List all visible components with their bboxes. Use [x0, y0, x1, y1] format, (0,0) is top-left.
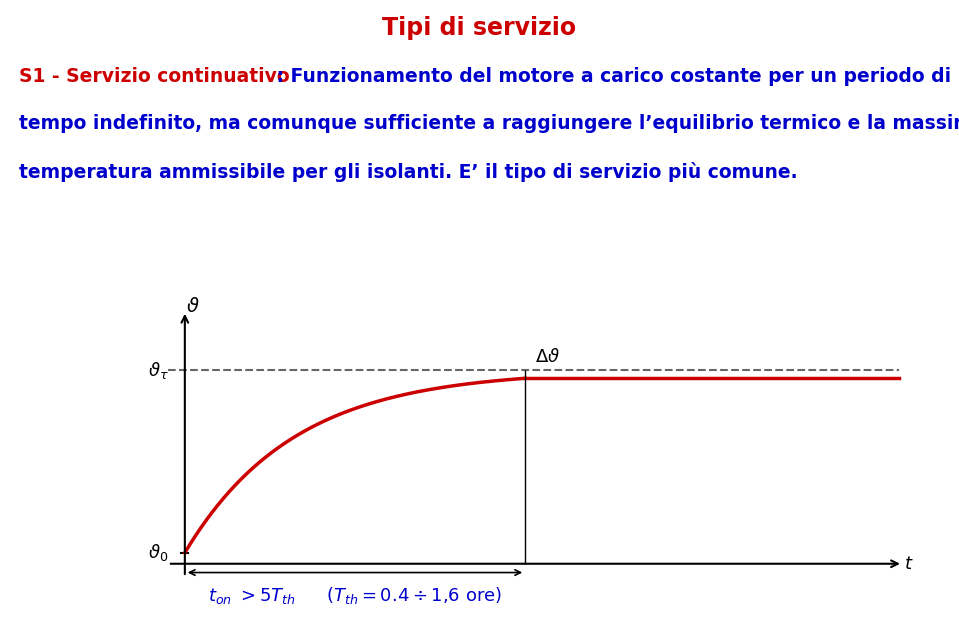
Text: $\vartheta_{\tau}$: $\vartheta_{\tau}$	[148, 359, 169, 381]
Text: $\vartheta$: $\vartheta$	[185, 297, 199, 316]
Text: : Funzionamento del motore a carico costante per un periodo di: : Funzionamento del motore a carico cost…	[270, 67, 951, 86]
Text: S1 - Servizio continuativo: S1 - Servizio continuativo	[19, 67, 290, 86]
Text: $\vartheta_0$: $\vartheta_0$	[148, 542, 169, 563]
Text: $t_{on}\ >5T_{th}$     $(T_{th}=0.4\div1{,}6\ \mathrm{ore})$: $t_{on}\ >5T_{th}$ $(T_{th}=0.4\div1{,}6…	[208, 585, 502, 605]
Text: Tipi di servizio: Tipi di servizio	[383, 16, 576, 40]
Text: $t$: $t$	[904, 555, 914, 573]
Text: temperatura ammissibile per gli isolanti. E’ il tipo di servizio più comune.: temperatura ammissibile per gli isolanti…	[19, 162, 798, 182]
Text: tempo indefinito, ma comunque sufficiente a raggiungere l’equilibrio termico e l: tempo indefinito, ma comunque sufficient…	[19, 114, 959, 133]
Text: $\Delta\vartheta$: $\Delta\vartheta$	[535, 348, 560, 366]
